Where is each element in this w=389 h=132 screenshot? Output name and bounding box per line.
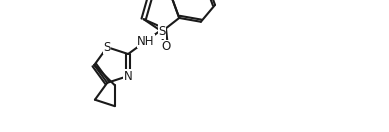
Text: O: O — [161, 40, 170, 53]
Text: NH: NH — [137, 35, 155, 48]
Text: S: S — [103, 41, 111, 54]
Text: N: N — [124, 70, 133, 82]
Text: S: S — [158, 25, 166, 38]
